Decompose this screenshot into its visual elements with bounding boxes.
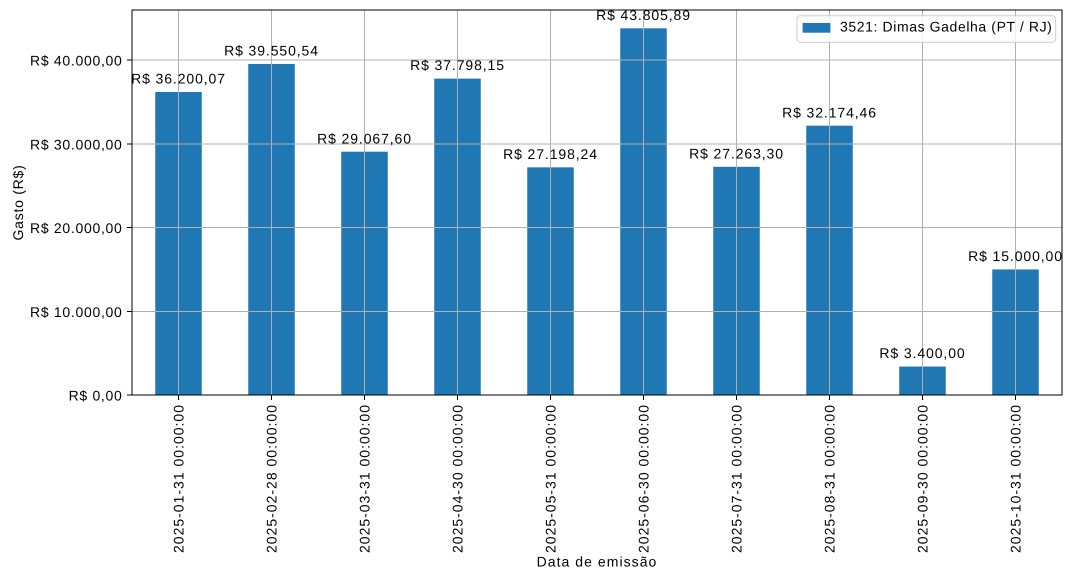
svg-text:R$ 37.798,15: R$ 37.798,15 xyxy=(410,57,505,73)
svg-text:Data de emissão: Data de emissão xyxy=(537,553,658,569)
svg-text:2025-04-30 00:00:00: 2025-04-30 00:00:00 xyxy=(450,404,466,553)
svg-text:2025-01-31 00:00:00: 2025-01-31 00:00:00 xyxy=(171,404,187,553)
svg-text:2025-07-31 00:00:00: 2025-07-31 00:00:00 xyxy=(729,404,745,553)
svg-text:R$ 10.000,00: R$ 10.000,00 xyxy=(30,304,122,320)
svg-text:Gasto (R$): Gasto (R$) xyxy=(10,165,26,241)
svg-text:R$ 20.000,00: R$ 20.000,00 xyxy=(30,220,122,236)
svg-text:2025-09-30 00:00:00: 2025-09-30 00:00:00 xyxy=(915,404,931,553)
svg-text:2025-03-31 00:00:00: 2025-03-31 00:00:00 xyxy=(357,404,373,553)
svg-text:2025-02-28 00:00:00: 2025-02-28 00:00:00 xyxy=(264,404,280,553)
svg-text:R$ 0,00: R$ 0,00 xyxy=(69,388,123,404)
svg-text:3521: Dimas Gadelha (PT / RJ): 3521: Dimas Gadelha (PT / RJ) xyxy=(840,19,1052,35)
svg-text:R$ 27.198,24: R$ 27.198,24 xyxy=(503,146,598,162)
svg-text:R$ 39.550,54: R$ 39.550,54 xyxy=(224,43,319,59)
svg-text:R$ 30.000,00: R$ 30.000,00 xyxy=(30,136,122,152)
svg-text:2025-08-31 00:00:00: 2025-08-31 00:00:00 xyxy=(822,404,838,553)
svg-text:2025-05-31 00:00:00: 2025-05-31 00:00:00 xyxy=(543,404,559,553)
svg-text:R$ 32.174,46: R$ 32.174,46 xyxy=(782,104,877,120)
svg-text:R$ 36.200,07: R$ 36.200,07 xyxy=(131,71,226,87)
svg-text:R$ 40.000,00: R$ 40.000,00 xyxy=(30,53,122,69)
svg-text:R$ 3.400,00: R$ 3.400,00 xyxy=(879,345,965,361)
svg-text:R$ 43.805,89: R$ 43.805,89 xyxy=(596,7,691,23)
svg-text:R$ 27.263,30: R$ 27.263,30 xyxy=(689,145,784,161)
svg-text:2025-06-30 00:00:00: 2025-06-30 00:00:00 xyxy=(636,404,652,553)
svg-text:R$ 29.067,60: R$ 29.067,60 xyxy=(317,130,412,146)
svg-text:R$ 15.000,00: R$ 15.000,00 xyxy=(968,248,1063,264)
svg-text:2025-10-31 00:00:00: 2025-10-31 00:00:00 xyxy=(1008,404,1024,553)
